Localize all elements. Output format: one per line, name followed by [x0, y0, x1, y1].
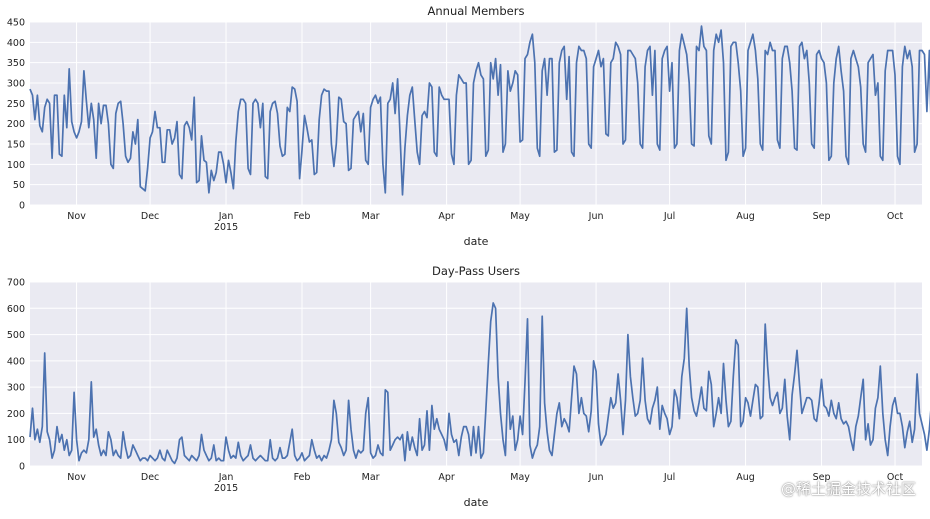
- x-tick-label: Mar: [362, 472, 380, 483]
- x-tick-sublabel: 2015: [214, 483, 238, 494]
- y-tick-label: 0: [19, 462, 25, 473]
- y-tick-label: 0: [19, 201, 25, 212]
- y-tick-label: 100: [7, 435, 25, 446]
- x-tick-label: Jan: [218, 472, 234, 483]
- x-tick-label: May: [510, 472, 530, 483]
- series-line: [29, 302, 930, 465]
- y-tick-label: 500: [7, 330, 25, 341]
- x-tick-label: Dec: [141, 211, 159, 222]
- y-tick-label: 300: [7, 383, 25, 394]
- x-tick-label: Jul: [663, 211, 675, 222]
- x-tick-label: Dec: [141, 472, 159, 483]
- x-tick-label: Sep: [813, 211, 831, 222]
- y-tick-label: 350: [7, 58, 25, 69]
- x-tick-label: May: [510, 211, 530, 222]
- plot-area: [30, 282, 922, 466]
- x-tick-label: Jun: [588, 211, 604, 222]
- x-tick-label: Sep: [813, 472, 831, 483]
- y-tick-label: 300: [7, 79, 25, 90]
- y-tick-label: 200: [7, 119, 25, 130]
- series-line: [29, 25, 930, 196]
- x-tick-label: Aug: [736, 211, 755, 222]
- x-axis-label: date: [464, 235, 489, 248]
- x-tick-label: Apr: [438, 211, 455, 222]
- x-tick-label: Nov: [67, 211, 86, 222]
- x-tick-label: Nov: [67, 472, 86, 483]
- y-tick-label: 250: [7, 99, 25, 110]
- x-tick-label: Jul: [663, 472, 675, 483]
- watermark: @稀土掘金技术社区: [780, 480, 916, 498]
- x-tick-label: Oct: [887, 211, 904, 222]
- y-tick-label: 50: [13, 180, 25, 191]
- annual-members-chart: 0 50 100 150 200 250 300 350 400 450 Nov Dec Jan2015…: [7, 4, 930, 248]
- x-tick-label: Apr: [438, 472, 455, 483]
- y-tick-label: 600: [7, 304, 25, 315]
- x-tick-label: Mar: [362, 211, 380, 222]
- x-axis-label: date: [464, 496, 489, 509]
- x-tick-sublabel: 2015: [214, 222, 238, 233]
- y-tick-label: 450: [7, 18, 25, 29]
- x-tick-label: Oct: [887, 472, 904, 483]
- y-tick-label: 400: [7, 38, 25, 49]
- y-tick-label: 100: [7, 160, 25, 171]
- y-tick-label: 200: [7, 409, 25, 420]
- y-tick-label: 700: [7, 278, 25, 289]
- x-tick-label: Aug: [736, 472, 755, 483]
- y-tick-label: 150: [7, 140, 25, 151]
- x-tick-label: Feb: [294, 472, 311, 483]
- chart-title: Annual Members: [428, 4, 525, 18]
- y-tick-label: 400: [7, 356, 25, 367]
- chart-title: Day-Pass Users: [432, 264, 520, 278]
- x-tick-label: Feb: [294, 211, 311, 222]
- x-tick-label: Jun: [588, 472, 604, 483]
- x-tick-label: Jan: [218, 211, 234, 222]
